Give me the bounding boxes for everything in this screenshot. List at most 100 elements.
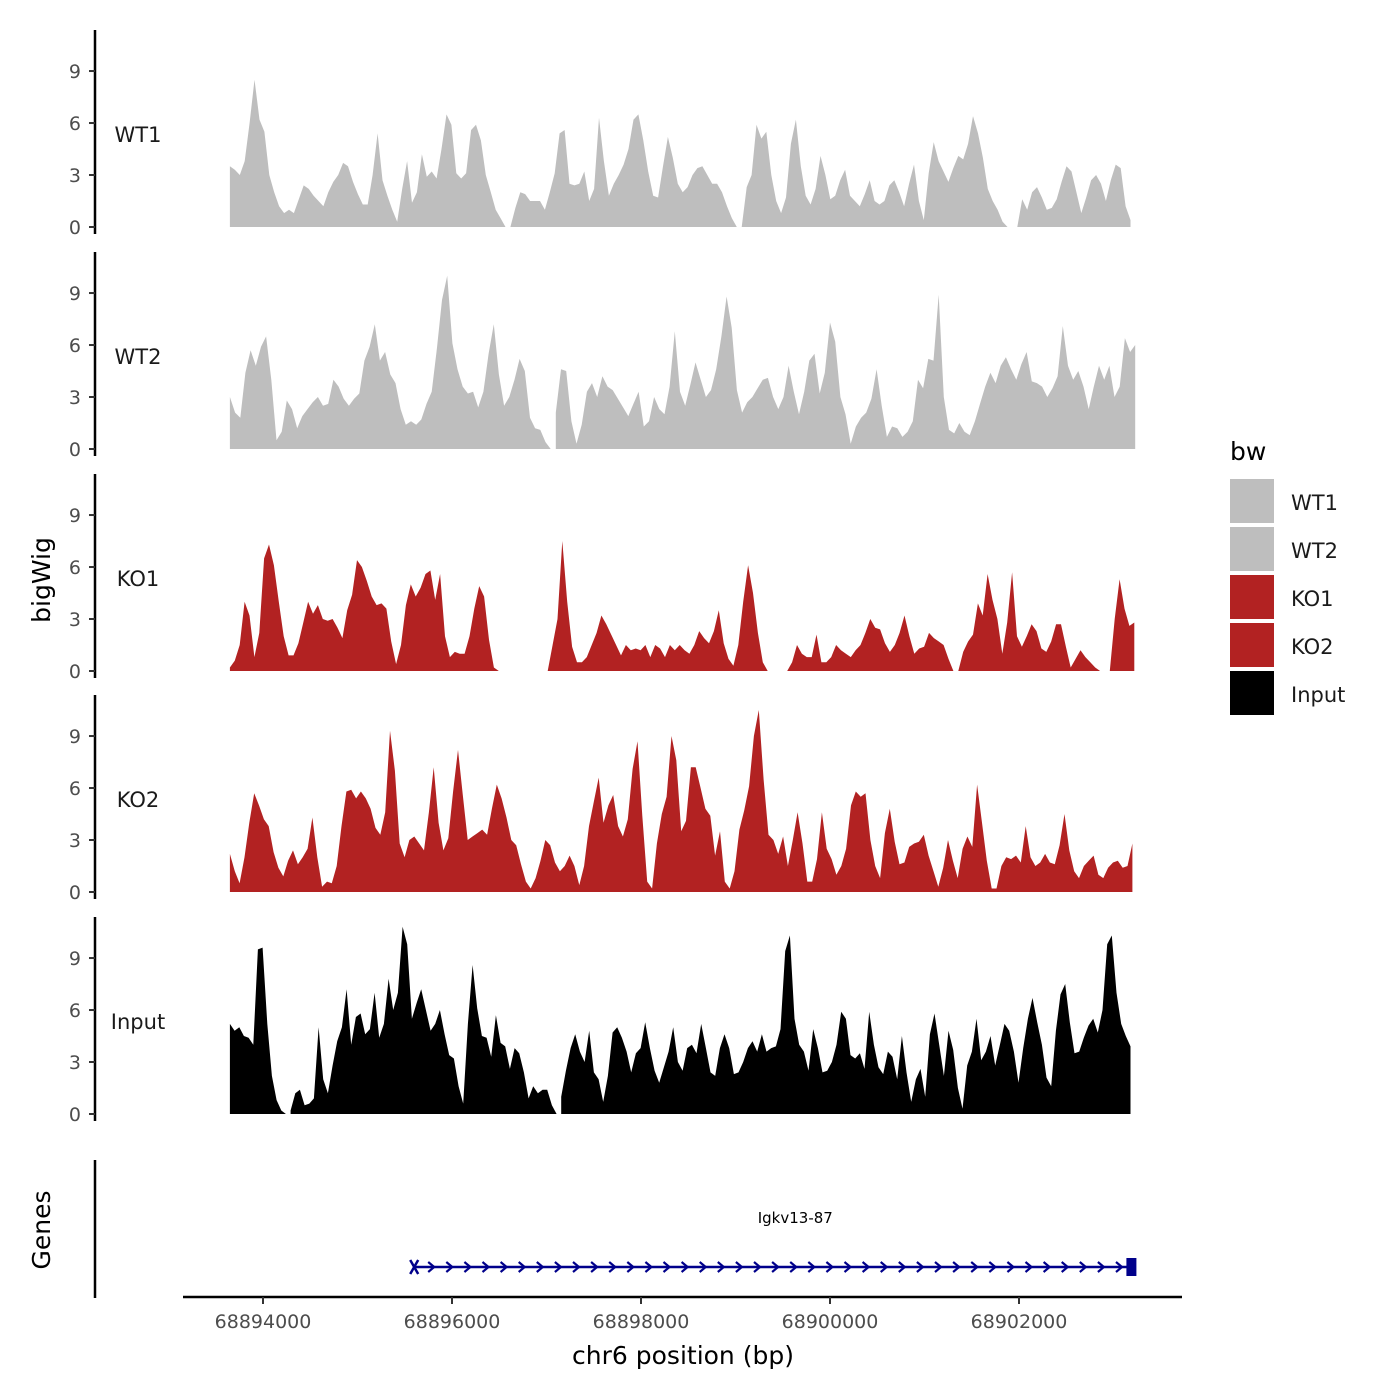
- gene-strand-arrow: [771, 1261, 780, 1273]
- gene-strand-arrow: [952, 1261, 961, 1273]
- gene-strand-arrow: [590, 1261, 599, 1273]
- genes-track: Igkv13-87: [93, 1160, 1137, 1298]
- x-axis: 68894000 68896000 68898000 68900000 68902000: [183, 1295, 1182, 1333]
- x-tick-label: 68896000: [404, 1311, 501, 1333]
- legend-swatch-wt2: [1230, 527, 1274, 571]
- legend-swatch-ko2: [1230, 623, 1274, 667]
- gene-strand-arrow: [536, 1261, 545, 1273]
- gene-strand-arrow: [843, 1261, 853, 1273]
- gene-strand-arrow: [481, 1261, 491, 1273]
- gene-strand-arrow: [554, 1261, 563, 1273]
- y-tick-label: 0: [69, 1104, 81, 1126]
- gene-strand-arrow: [717, 1261, 726, 1273]
- y-tick-label: 3: [69, 830, 81, 852]
- gene-strand-arrow: [517, 1261, 527, 1273]
- gene-strand-arrow: [735, 1261, 744, 1273]
- gene-strand-arrow: [1079, 1261, 1088, 1273]
- legend-swatch-wt1: [1230, 479, 1274, 523]
- track-label-ko2: KO2: [117, 788, 160, 812]
- x-tick-label: 68898000: [593, 1311, 690, 1333]
- x-tick-label: 68894000: [215, 1311, 312, 1333]
- y-tick-label: 9: [69, 948, 81, 970]
- gene-strand-arrow: [626, 1261, 636, 1273]
- gene-strand-arrow: [934, 1261, 943, 1273]
- gene-strand-arrow: [499, 1261, 509, 1273]
- track-label-wt2: WT2: [115, 345, 162, 369]
- x-tick-label: 68900000: [782, 1311, 879, 1333]
- y-tick-label: 0: [69, 882, 81, 904]
- gene-strand-arrow: [879, 1261, 889, 1273]
- legend-title: bw: [1230, 437, 1266, 466]
- gene-strand-arrow: [753, 1261, 762, 1273]
- y-tick-label: 6: [69, 557, 81, 579]
- coverage-tracks: 0 3 6 9 WT1 0 3 6 9 WT2 0 3 6 9 KO1 0 3 6 9 KO2 0 3 6 9 Input: [69, 30, 1136, 1126]
- y-tick-label: 0: [69, 217, 81, 239]
- gene-strand-arrow: [1060, 1261, 1070, 1273]
- track-wt2: 0 3 6 9 WT2: [69, 252, 1136, 461]
- gene-strand-arrow: [463, 1261, 473, 1273]
- legend-label-ko1: KO1: [1291, 587, 1334, 611]
- track-ko1: 0 3 6 9 KO1: [69, 474, 1135, 683]
- gene-strand-arrow: [825, 1261, 835, 1273]
- gene-strand-arrow: [916, 1261, 925, 1273]
- gene-strand-arrow: [427, 1261, 436, 1273]
- legend-swatch-input: [1230, 671, 1274, 715]
- gene-strand-arrow: [988, 1261, 998, 1273]
- y-tick-label: 0: [69, 439, 81, 461]
- track-input: 0 3 6 9 Input: [69, 917, 1131, 1126]
- gene-strand-arrow: [680, 1261, 690, 1273]
- coverage-area-ko1: [229, 541, 1135, 671]
- gene-strand-arrow: [1042, 1261, 1052, 1273]
- y-tick-label: 9: [69, 726, 81, 748]
- legend-label-input: Input: [1291, 683, 1345, 707]
- gene-label: Igkv13-87: [758, 1209, 833, 1227]
- track-wt1: 0 3 6 9 WT1: [69, 30, 1131, 239]
- y-axis-title: bigWig: [27, 537, 56, 623]
- legend: bw WT1 WT2 KO1 KO2 Input: [1230, 437, 1345, 715]
- y-tick-label: 6: [69, 1000, 81, 1022]
- legend-label-wt2: WT2: [1291, 539, 1338, 563]
- y-tick-label: 9: [69, 505, 81, 527]
- y-tick-label: 6: [69, 335, 81, 357]
- gene-strand-arrow: [698, 1261, 708, 1273]
- y-tick-label: 3: [69, 165, 81, 187]
- legend-swatch-ko1: [1230, 575, 1274, 619]
- legend-label-ko2: KO2: [1291, 635, 1334, 659]
- gene-strand-arrow: [1115, 1261, 1124, 1273]
- gene-strand-arrow: [662, 1261, 672, 1273]
- coverage-area-ko2: [229, 710, 1133, 892]
- gene-start-marker: [409, 1259, 420, 1275]
- y-tick-label: 9: [69, 61, 81, 83]
- gene-exon: [1126, 1258, 1137, 1276]
- legend-label-wt1: WT1: [1291, 491, 1338, 515]
- gene-strand-arrow: [898, 1261, 907, 1273]
- x-axis-title: chr6 position (bp): [572, 1341, 794, 1370]
- track-ko2: 0 3 6 9 KO2: [69, 695, 1133, 904]
- gene-strand-arrow: [1006, 1261, 1016, 1273]
- y-tick-label: 3: [69, 609, 81, 631]
- gene-strand-arrow: [445, 1261, 455, 1273]
- gene-strand-arrow: [789, 1261, 798, 1273]
- gene-strand-arrow: [572, 1261, 581, 1273]
- track-label-wt1: WT1: [115, 123, 162, 147]
- coverage-area-input: [229, 926, 1131, 1114]
- coverage-area-wt1: [229, 79, 1131, 227]
- genes-axis-title: Genes: [27, 1190, 56, 1269]
- gene-strand-arrow: [970, 1261, 979, 1273]
- y-tick-label: 3: [69, 1052, 81, 1074]
- gene-strand-arrow: [644, 1261, 654, 1273]
- track-label-input: Input: [111, 1010, 165, 1034]
- y-tick-label: 9: [69, 283, 81, 305]
- coverage-area-wt2: [229, 275, 1136, 449]
- gene-strand-arrow: [1024, 1261, 1034, 1273]
- gene-strand-arrow: [807, 1261, 817, 1273]
- track-label-ko1: KO1: [117, 567, 160, 591]
- gene-strand-arrow: [1097, 1261, 1106, 1273]
- x-tick-label: 68902000: [971, 1311, 1068, 1333]
- gene-strand-arrow: [608, 1261, 617, 1273]
- y-tick-label: 6: [69, 778, 81, 800]
- gene-strand-arrow: [861, 1261, 871, 1273]
- y-tick-label: 6: [69, 113, 81, 135]
